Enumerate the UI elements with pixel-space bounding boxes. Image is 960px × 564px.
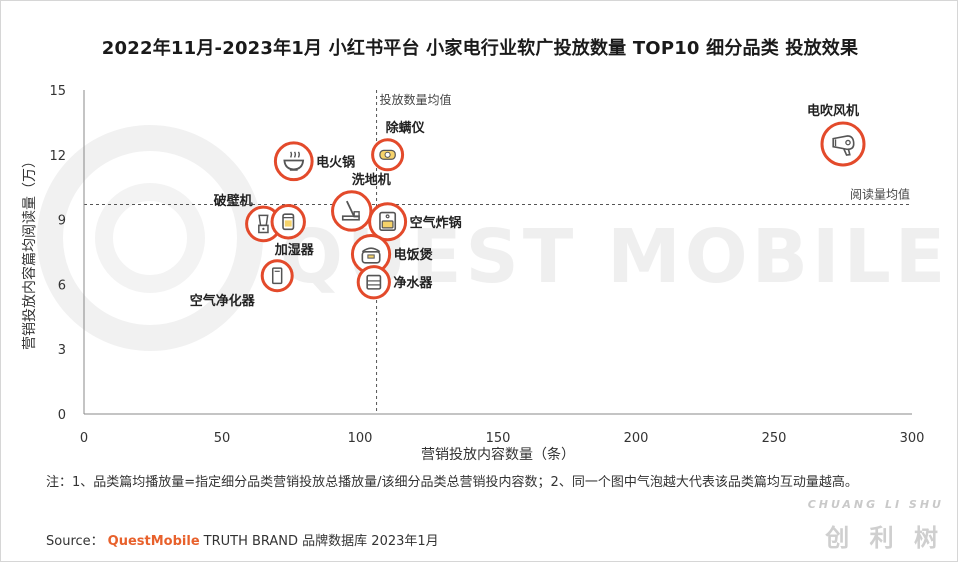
watermark-ring (37, 125, 263, 351)
y-tick-label: 15 (49, 84, 66, 99)
bubble-7: 加湿器 (270, 204, 315, 258)
ref-label-y: 阅读量均值 (850, 186, 910, 201)
source-label: Source： (46, 534, 104, 549)
y-tick-label: 3 (58, 343, 66, 358)
bubble-9: 净水器 (356, 265, 433, 300)
bubble-10: 空气净化器 (190, 259, 294, 309)
source-brand: QuestMobile (107, 534, 200, 549)
bubble-label: 电吹风机 (807, 103, 859, 119)
bubble-2: 电火锅 (273, 141, 355, 182)
y-tick-label: 9 (58, 214, 66, 229)
bubble-label: 洗地机 (352, 172, 391, 188)
y-tick-label: 12 (49, 149, 66, 164)
rice-cooker-icon (361, 247, 381, 264)
bubble-8: 电饭煲 (350, 234, 434, 275)
bubble-5: 空气炸锅 (368, 202, 462, 242)
x-tick-label: 100 (348, 431, 373, 446)
source-line: Source： QuestMobile TRUTH BRAND 品牌数据库 20… (46, 530, 439, 549)
bubble-label: 空气炸锅 (410, 215, 462, 231)
bubble-label: 电火锅 (316, 154, 355, 170)
bubble-label: 净水器 (393, 275, 433, 291)
water-purifier-icon (366, 274, 382, 290)
bubble-ring (260, 259, 294, 293)
y-axis-label: 营销投放内容篇均阅读量（万） (21, 154, 38, 350)
bubble-label: 除螨仪 (386, 120, 426, 136)
axes: 0 50 100 150 200 250 300 0 3 6 9 12 15 营销投放内容数量（条） 营销投… (21, 84, 924, 463)
ref-label-x: 投放数量均值 (380, 92, 452, 107)
logo-cn: 创 利 树 (825, 524, 944, 552)
bubble-label: 电饭煲 (394, 247, 434, 263)
watermark-ring-inner (95, 183, 205, 293)
bubble-4: 洗地机 (331, 172, 391, 232)
hot-pot-icon (283, 151, 305, 171)
bubble-ring (820, 121, 866, 167)
bubble-label: 空气净化器 (190, 293, 256, 309)
y-tick-label: 0 (58, 408, 66, 423)
chart-title: 2022年11月-2023年1月 小红书平台 小家电行业软广投放数量 TOP10… (101, 38, 859, 59)
bubble-label: 加湿器 (274, 243, 315, 258)
source-rest: TRUTH BRAND 品牌数据库 2023年1月 (203, 534, 439, 549)
x-tick-label: 250 (762, 431, 787, 446)
x-tick-label: 200 (624, 431, 649, 446)
x-tick-label: 150 (486, 431, 511, 446)
hair-dryer-icon (832, 135, 855, 156)
x-tick-label: 300 (900, 431, 925, 446)
logo-en: CHUANG LI SHU (807, 498, 944, 511)
x-tick-label: 50 (214, 431, 231, 446)
y-tick-label: 6 (58, 278, 66, 293)
x-axis-label: 营销投放内容数量（条） (421, 446, 575, 463)
chuang-li-shu-logo: CHUANG LI SHU 创 利 树 (750, 494, 950, 556)
bubble-label: 破壁机 (214, 193, 253, 209)
x-tick-label: 0 (80, 431, 88, 446)
humidifier-icon (282, 213, 295, 231)
bubble-ring (356, 265, 391, 300)
watermark: QUEST MOBILE (37, 125, 945, 351)
air-purifier-icon (271, 267, 283, 285)
chart-note: 注：1、品类篇均播放量=指定细分品类营销投放总播放量/该细分品类总营销投内容数；… (46, 475, 858, 490)
mite-remover-icon (379, 149, 396, 160)
bubble-1: 电吹风机 (807, 103, 866, 167)
floor-washer-icon (341, 200, 360, 221)
bubble-3: 除螨仪 (371, 120, 426, 172)
blender-icon (258, 214, 269, 234)
air-fryer-icon (379, 211, 397, 231)
